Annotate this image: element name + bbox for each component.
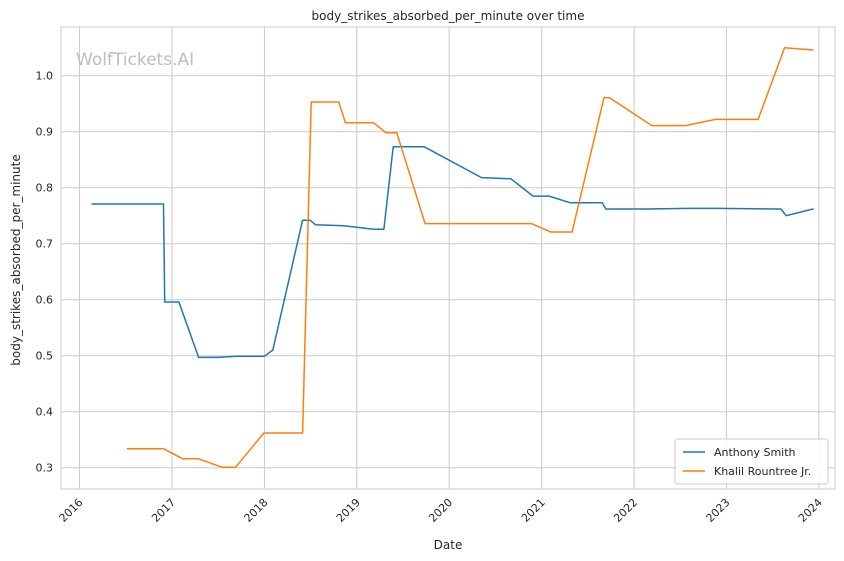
series-line-khalil-rountree-jr xyxy=(126,46,814,468)
y-tick-label: 0.5 xyxy=(36,350,54,363)
plot-frame xyxy=(60,26,836,490)
y-tick-label: 0.8 xyxy=(36,182,54,195)
y-tick-label: 0.3 xyxy=(36,462,54,475)
plot-area xyxy=(61,27,835,489)
y-tick-label: 0.6 xyxy=(36,294,54,307)
y-axis-title: body_strikes_absorbed_per_minute xyxy=(9,154,23,365)
y-tick-label: 0.7 xyxy=(36,238,54,251)
series-line-anthony-smith xyxy=(91,146,814,359)
legend-label-anthony-smith: Anthony Smith xyxy=(714,446,796,459)
watermark: WolfTickets.AI xyxy=(76,50,194,70)
y-tick-label: 1.0 xyxy=(36,70,54,83)
legend: Anthony Smith Khalil Rountree Jr. xyxy=(674,438,829,485)
y-axis-ticks: 0.3 0.4 0.5 0.6 0.7 0.8 0.9 1.0 xyxy=(36,70,54,475)
y-tick-label: 0.4 xyxy=(36,406,54,419)
y-tick-label: 0.9 xyxy=(36,126,54,139)
gridlines xyxy=(61,27,835,489)
series-layer xyxy=(91,46,814,468)
chart-title: body_strikes_absorbed_per_minute over ti… xyxy=(312,9,585,23)
legend-box xyxy=(674,438,829,485)
x-axis-title: Date xyxy=(434,538,463,552)
legend-label-khalil-rountree-jr: Khalil Rountree Jr. xyxy=(714,465,811,478)
